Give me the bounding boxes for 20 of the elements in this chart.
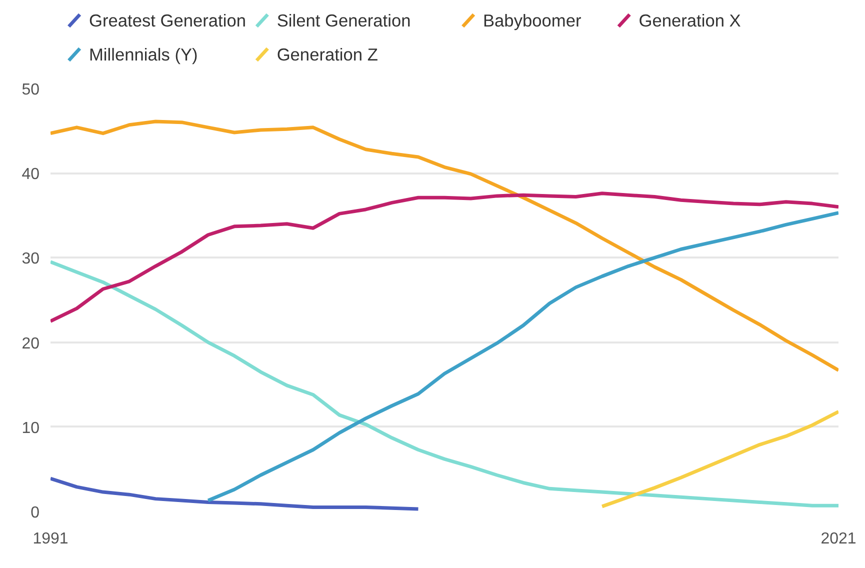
line-series	[50, 476, 420, 511]
line-series	[206, 211, 838, 502]
line-series	[50, 120, 838, 372]
y-tick-label: 40	[22, 166, 40, 184]
y-tick-label: 0	[30, 504, 40, 522]
legend-label: Millennials (Y)	[88, 44, 198, 64]
line-series	[50, 260, 838, 508]
line-series	[600, 410, 838, 508]
x-tick-label: 1991	[32, 530, 68, 548]
legend-label: Generation Z	[276, 44, 378, 64]
y-tick-label: 30	[22, 250, 40, 268]
legend-label: Babyboomer	[482, 10, 582, 30]
legend-label: Silent Generation	[276, 10, 411, 30]
legend-label: Greatest Generation	[88, 10, 246, 30]
legend-label: Generation X	[638, 10, 742, 30]
y-tick-label: 20	[22, 335, 40, 352]
y-tick-label: 50	[22, 82, 40, 98]
line-series	[50, 192, 838, 323]
x-tick-label: 2021	[820, 530, 856, 548]
y-tick-label: 10	[22, 420, 40, 437]
